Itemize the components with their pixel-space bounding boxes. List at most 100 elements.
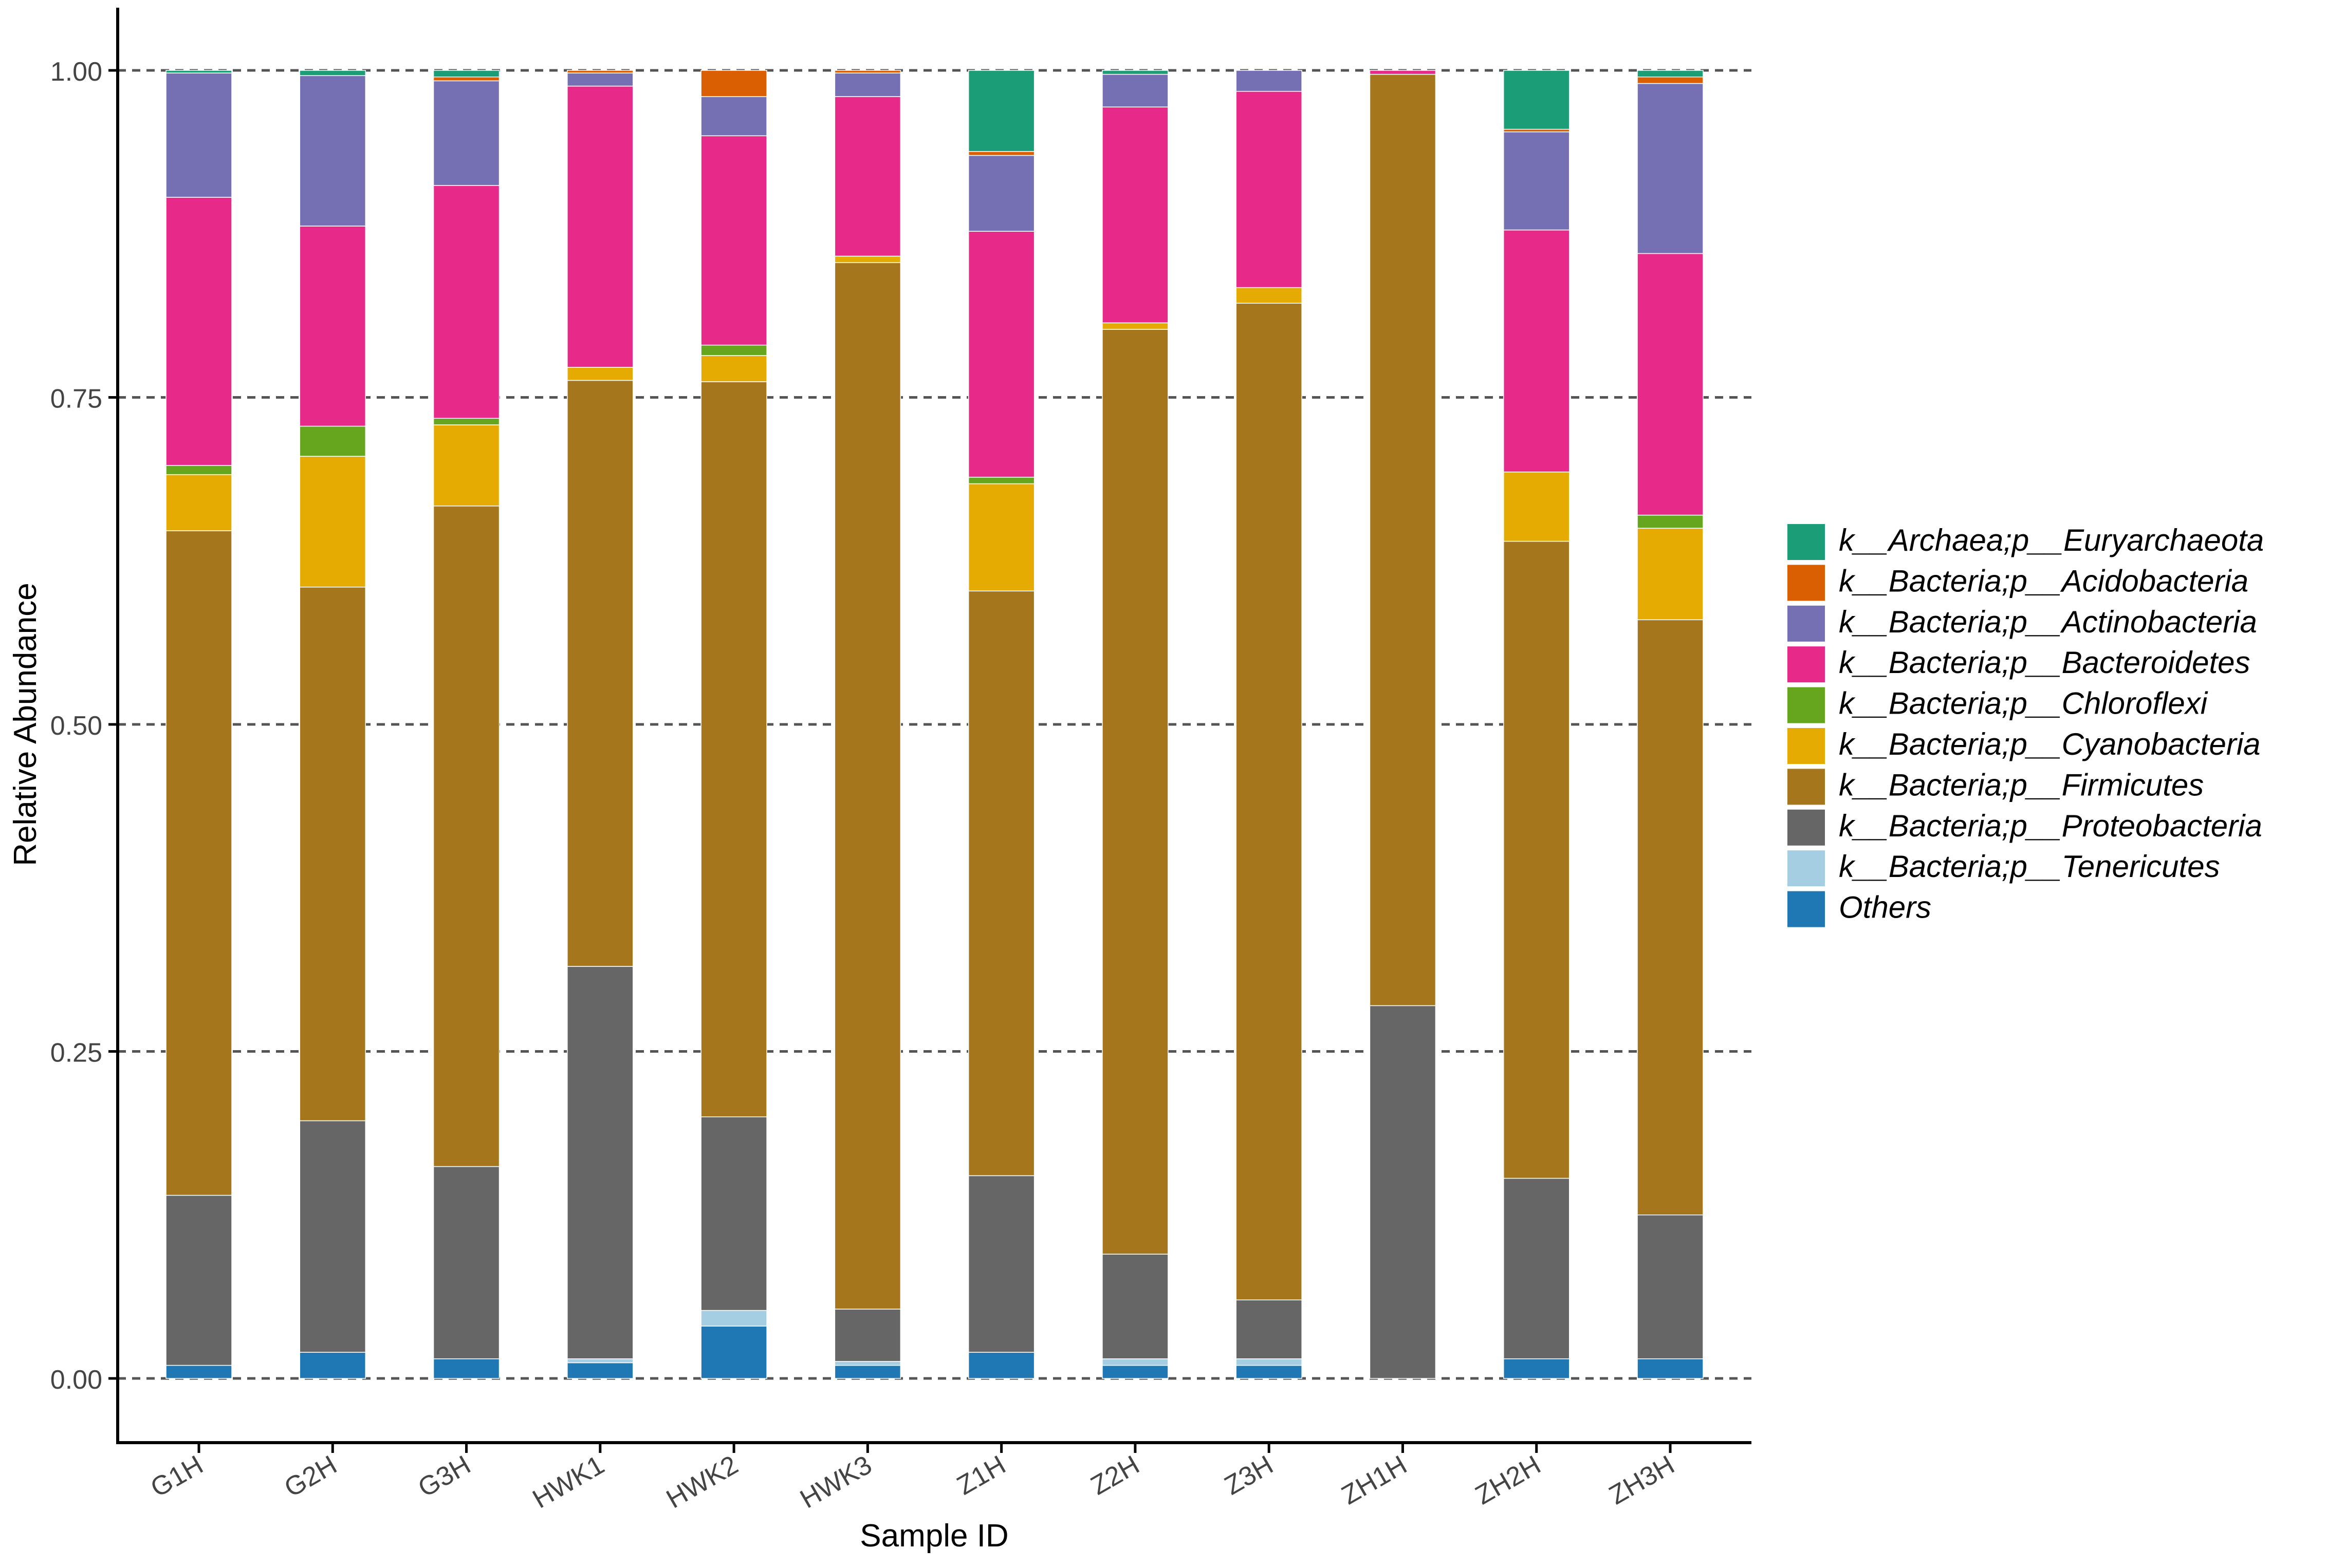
bar-stack-g1h (165, 70, 232, 1379)
legend-item: k__Bacteria;p__Chloroflexi (1787, 686, 2208, 723)
bar-segment (968, 1352, 1035, 1379)
legend-label: k__Bacteria;p__Firmicutes (1839, 768, 2204, 802)
bar-segment (1235, 70, 1302, 92)
legend-item: k__Bacteria;p__Firmicutes (1787, 768, 2204, 805)
legend-label: k__Bacteria;p__Chloroflexi (1839, 686, 2208, 721)
bar-segment (1369, 70, 1436, 75)
bar-segment (165, 465, 232, 475)
bar-segment (165, 1365, 232, 1379)
bar-segment (834, 262, 901, 1310)
bar-segment (968, 1175, 1035, 1353)
bar-stack-zh3h (1637, 70, 1704, 1379)
bar-segment (1503, 540, 1570, 1179)
bar-stack-z2h (1102, 70, 1169, 1379)
legend-item: k__Archaea;p__Euryarchaeota (1787, 523, 2264, 560)
bar-segment (1637, 619, 1704, 1216)
bar-segment (834, 1365, 901, 1379)
bar-segment (1235, 287, 1302, 304)
bar-segment (968, 477, 1035, 484)
bar-segment (700, 381, 767, 1117)
bar-segment (968, 231, 1035, 478)
bar-segment (1637, 76, 1704, 84)
legend-swatch (1787, 605, 1825, 642)
bar-segment (1102, 329, 1169, 1255)
legend-swatch (1787, 687, 1825, 723)
bar-segment (834, 1361, 901, 1366)
bar-segment (299, 425, 366, 457)
bar-segment (1503, 128, 1570, 133)
bar-stack-g2h (299, 70, 366, 1379)
legend-item: k__Bacteria;p__Actinobacteria (1787, 605, 2257, 642)
legend-label: k__Bacteria;p__Cyanobacteria (1839, 727, 2261, 761)
bar-stack-zh2h (1503, 70, 1570, 1379)
bar-stack-zh1h (1369, 70, 1436, 1379)
bar-segment (1102, 70, 1169, 75)
legend-label: k__Bacteria;p__Bacteroidetes (1839, 645, 2250, 680)
bar-segment (1637, 1358, 1704, 1379)
bar-segment (567, 70, 634, 73)
bar-segment (1637, 1215, 1704, 1359)
bar-segment (433, 1166, 500, 1359)
bar-segment (834, 255, 901, 264)
bar-stack-g3h (433, 70, 500, 1379)
bar-segment (299, 75, 366, 227)
legend-label: k__Bacteria;p__Tenericutes (1839, 849, 2220, 884)
bar-segment (433, 76, 500, 82)
bar-segment (1102, 1254, 1169, 1359)
bar-segment (165, 474, 232, 531)
y-tick-label: 0.50 (50, 711, 102, 741)
bar-segment (1235, 1299, 1302, 1359)
bar-series (165, 70, 1704, 1379)
bar-segment (700, 1326, 767, 1379)
bar-segment (700, 135, 767, 346)
legend-item: Others (1787, 890, 1931, 927)
bar-segment (567, 367, 634, 381)
y-tick-label: 0.25 (50, 1038, 102, 1068)
legend-swatch (1787, 891, 1825, 927)
bar-segment (165, 72, 232, 198)
bar-segment (700, 344, 767, 356)
bar-stack-z3h (1235, 70, 1302, 1379)
bar-segment (1637, 70, 1704, 78)
bar-segment (299, 1352, 366, 1379)
bar-segment (1503, 131, 1570, 231)
legend-item: k__Bacteria;p__Cyanobacteria (1787, 727, 2261, 764)
bar-segment (433, 1358, 500, 1379)
bar-segment (1235, 303, 1302, 1300)
bar-segment (1637, 253, 1704, 516)
bar-segment (433, 70, 500, 78)
bar-segment (567, 380, 634, 967)
bar-segment (1503, 471, 1570, 542)
bar-segment (567, 1358, 634, 1364)
bar-segment (433, 80, 500, 186)
legend-label: Others (1839, 890, 1931, 925)
bar-segment (1637, 514, 1704, 529)
bar-segment (165, 197, 232, 466)
bar-segment (1503, 229, 1570, 473)
bar-segment (165, 1194, 232, 1366)
y-tick-label: 0.00 (50, 1365, 102, 1395)
legend-swatch (1787, 809, 1825, 846)
legend-label: k__Bacteria;p__Actinobacteria (1839, 605, 2257, 639)
bar-segment (1637, 528, 1704, 621)
bar-segment (1503, 70, 1570, 130)
bar-segment (1235, 90, 1302, 288)
bar-segment (700, 355, 767, 382)
bar-segment (968, 70, 1035, 152)
bar-segment (299, 1120, 366, 1353)
bar-segment (433, 424, 500, 507)
bar-segment (968, 151, 1035, 156)
y-tick-label: 1.00 (50, 57, 102, 87)
legend-swatch (1787, 850, 1825, 887)
legend-swatch (1787, 769, 1825, 805)
legend-item: k__Bacteria;p__Acidobacteria (1787, 564, 2248, 601)
bar-stack-hwk1 (567, 70, 634, 1379)
legend-item: k__Bacteria;p__Bacteroidetes (1787, 645, 2250, 683)
bar-segment (1235, 1365, 1302, 1379)
y-tick-label: 0.75 (50, 384, 102, 414)
x-axis-title: Sample ID (860, 1518, 1008, 1554)
legend-label: k__Bacteria;p__Acidobacteria (1839, 564, 2248, 598)
bar-segment (1369, 1005, 1436, 1379)
bar-segment (299, 586, 366, 1122)
